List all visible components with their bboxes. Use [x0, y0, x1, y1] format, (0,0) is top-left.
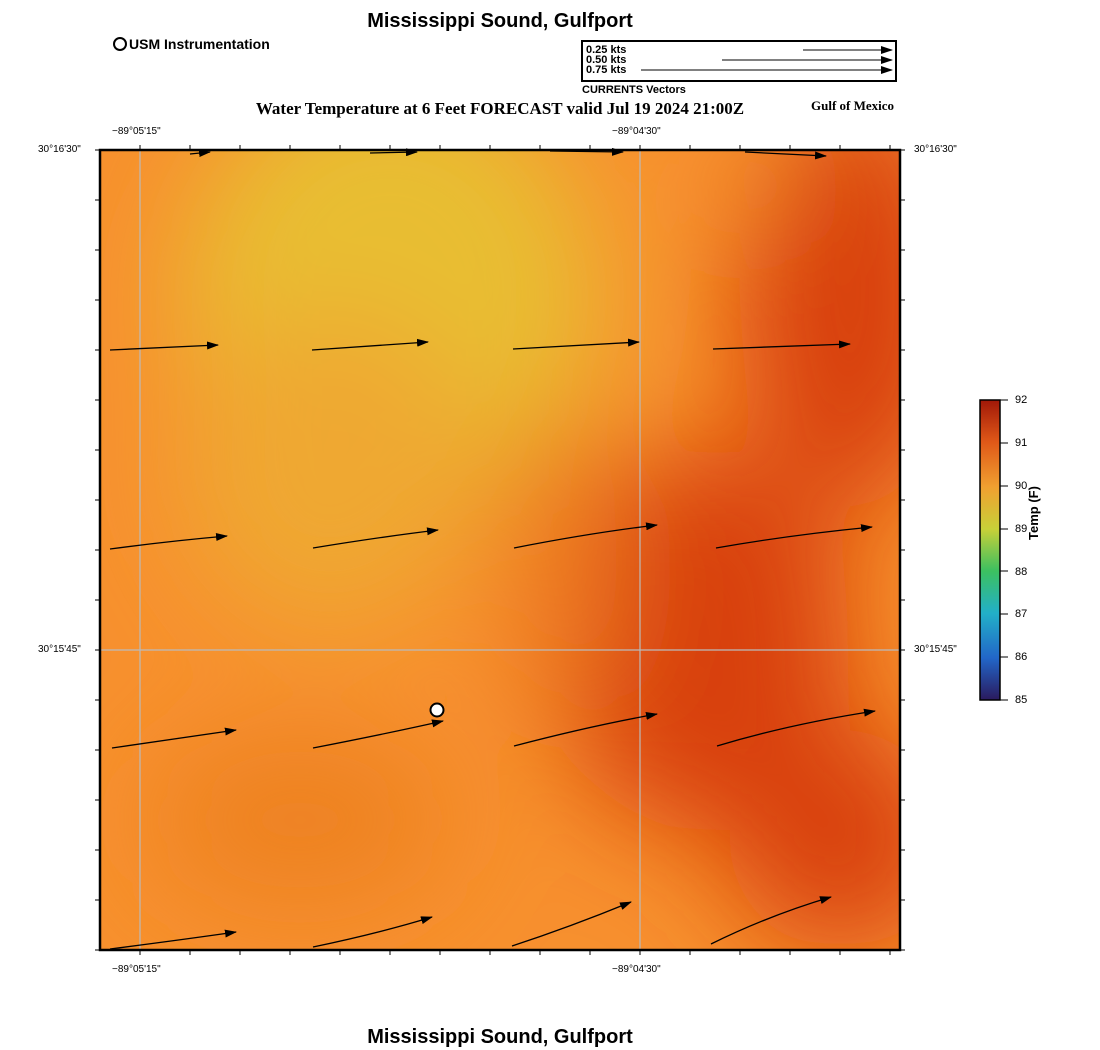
current-arrow — [712, 340, 851, 350]
colorbar-tick-88: 88 — [1015, 566, 1028, 578]
current-vectors — [109, 147, 876, 950]
current-arrow — [744, 151, 827, 160]
current-arrow — [369, 148, 418, 157]
lat-tick-label-right-1: 30°16'30" — [914, 144, 957, 155]
current-arrow — [311, 338, 429, 351]
lon-tick-label-top-2: −89°04'30" — [612, 126, 661, 137]
lon-tick-label-bottom-1: −89°05'15" — [112, 964, 161, 975]
vector-legend-arrows — [641, 46, 893, 74]
lat-tick-label-left-2: 30°15'45" — [38, 644, 81, 655]
map-footer-title: Mississippi Sound, Gulfport — [367, 1026, 633, 1048]
lon-tick-label-bottom-2: −89°04'30" — [612, 964, 661, 975]
vector-legend-label-075: 0.75 kts — [586, 64, 627, 76]
circle-marker-icon — [113, 37, 127, 51]
colorbar-tick-90: 90 — [1015, 480, 1028, 492]
colorbar-tick-87: 87 — [1015, 608, 1028, 620]
current-arrow — [512, 338, 640, 350]
vector-legend: 0.25 kts 0.50 kts 0.75 kts — [581, 40, 897, 82]
current-arrow — [312, 719, 444, 749]
vector-legend-caption: CURRENTS Vectors — [582, 84, 686, 96]
map-title: Mississippi Sound, Gulfport — [367, 10, 633, 32]
lat-tick-label-right-2: 30°15'45" — [914, 644, 957, 655]
vector-legend-label-025: 0.25 kts — [586, 44, 627, 56]
current-arrow — [715, 524, 873, 549]
map-subtitle: Water Temperature at 6 Feet FORECAST val… — [255, 99, 745, 118]
lat-tick-label-left-1: 30°16'30" — [38, 144, 81, 155]
colorbar-tick-91: 91 — [1015, 437, 1028, 449]
station-legend: USM Instrumentation — [113, 36, 270, 52]
temperature-field — [100, 150, 900, 950]
colorbar-tick-92: 92 — [1015, 394, 1028, 406]
station-legend-label: USM Instrumentation — [129, 36, 270, 52]
colorbar-tick-85: 85 — [1015, 694, 1028, 706]
station-marker — [429, 702, 445, 718]
current-arrow — [312, 916, 433, 948]
lon-tick-label-top-1: −89°05'15" — [112, 126, 161, 137]
colorbar — [979, 399, 1008, 701]
current-arrow — [109, 341, 219, 351]
current-arrow — [111, 727, 237, 749]
current-arrow — [312, 527, 439, 549]
colorbar-tick-89: 89 — [1015, 523, 1028, 535]
current-arrow — [511, 901, 632, 947]
current-arrow — [513, 522, 658, 549]
current-arrow — [109, 532, 228, 550]
current-arrow — [513, 712, 658, 747]
current-arrow — [710, 896, 832, 945]
current-arrow — [716, 708, 876, 747]
region-label: Gulf of Mexico — [811, 98, 895, 113]
current-arrow — [109, 929, 237, 950]
colorbar-tick-86: 86 — [1015, 651, 1028, 663]
graticule — [100, 150, 900, 950]
vector-legend-label-050: 0.50 kts — [586, 54, 627, 66]
current-arrow — [189, 149, 211, 158]
frame-ticks — [95, 145, 905, 955]
